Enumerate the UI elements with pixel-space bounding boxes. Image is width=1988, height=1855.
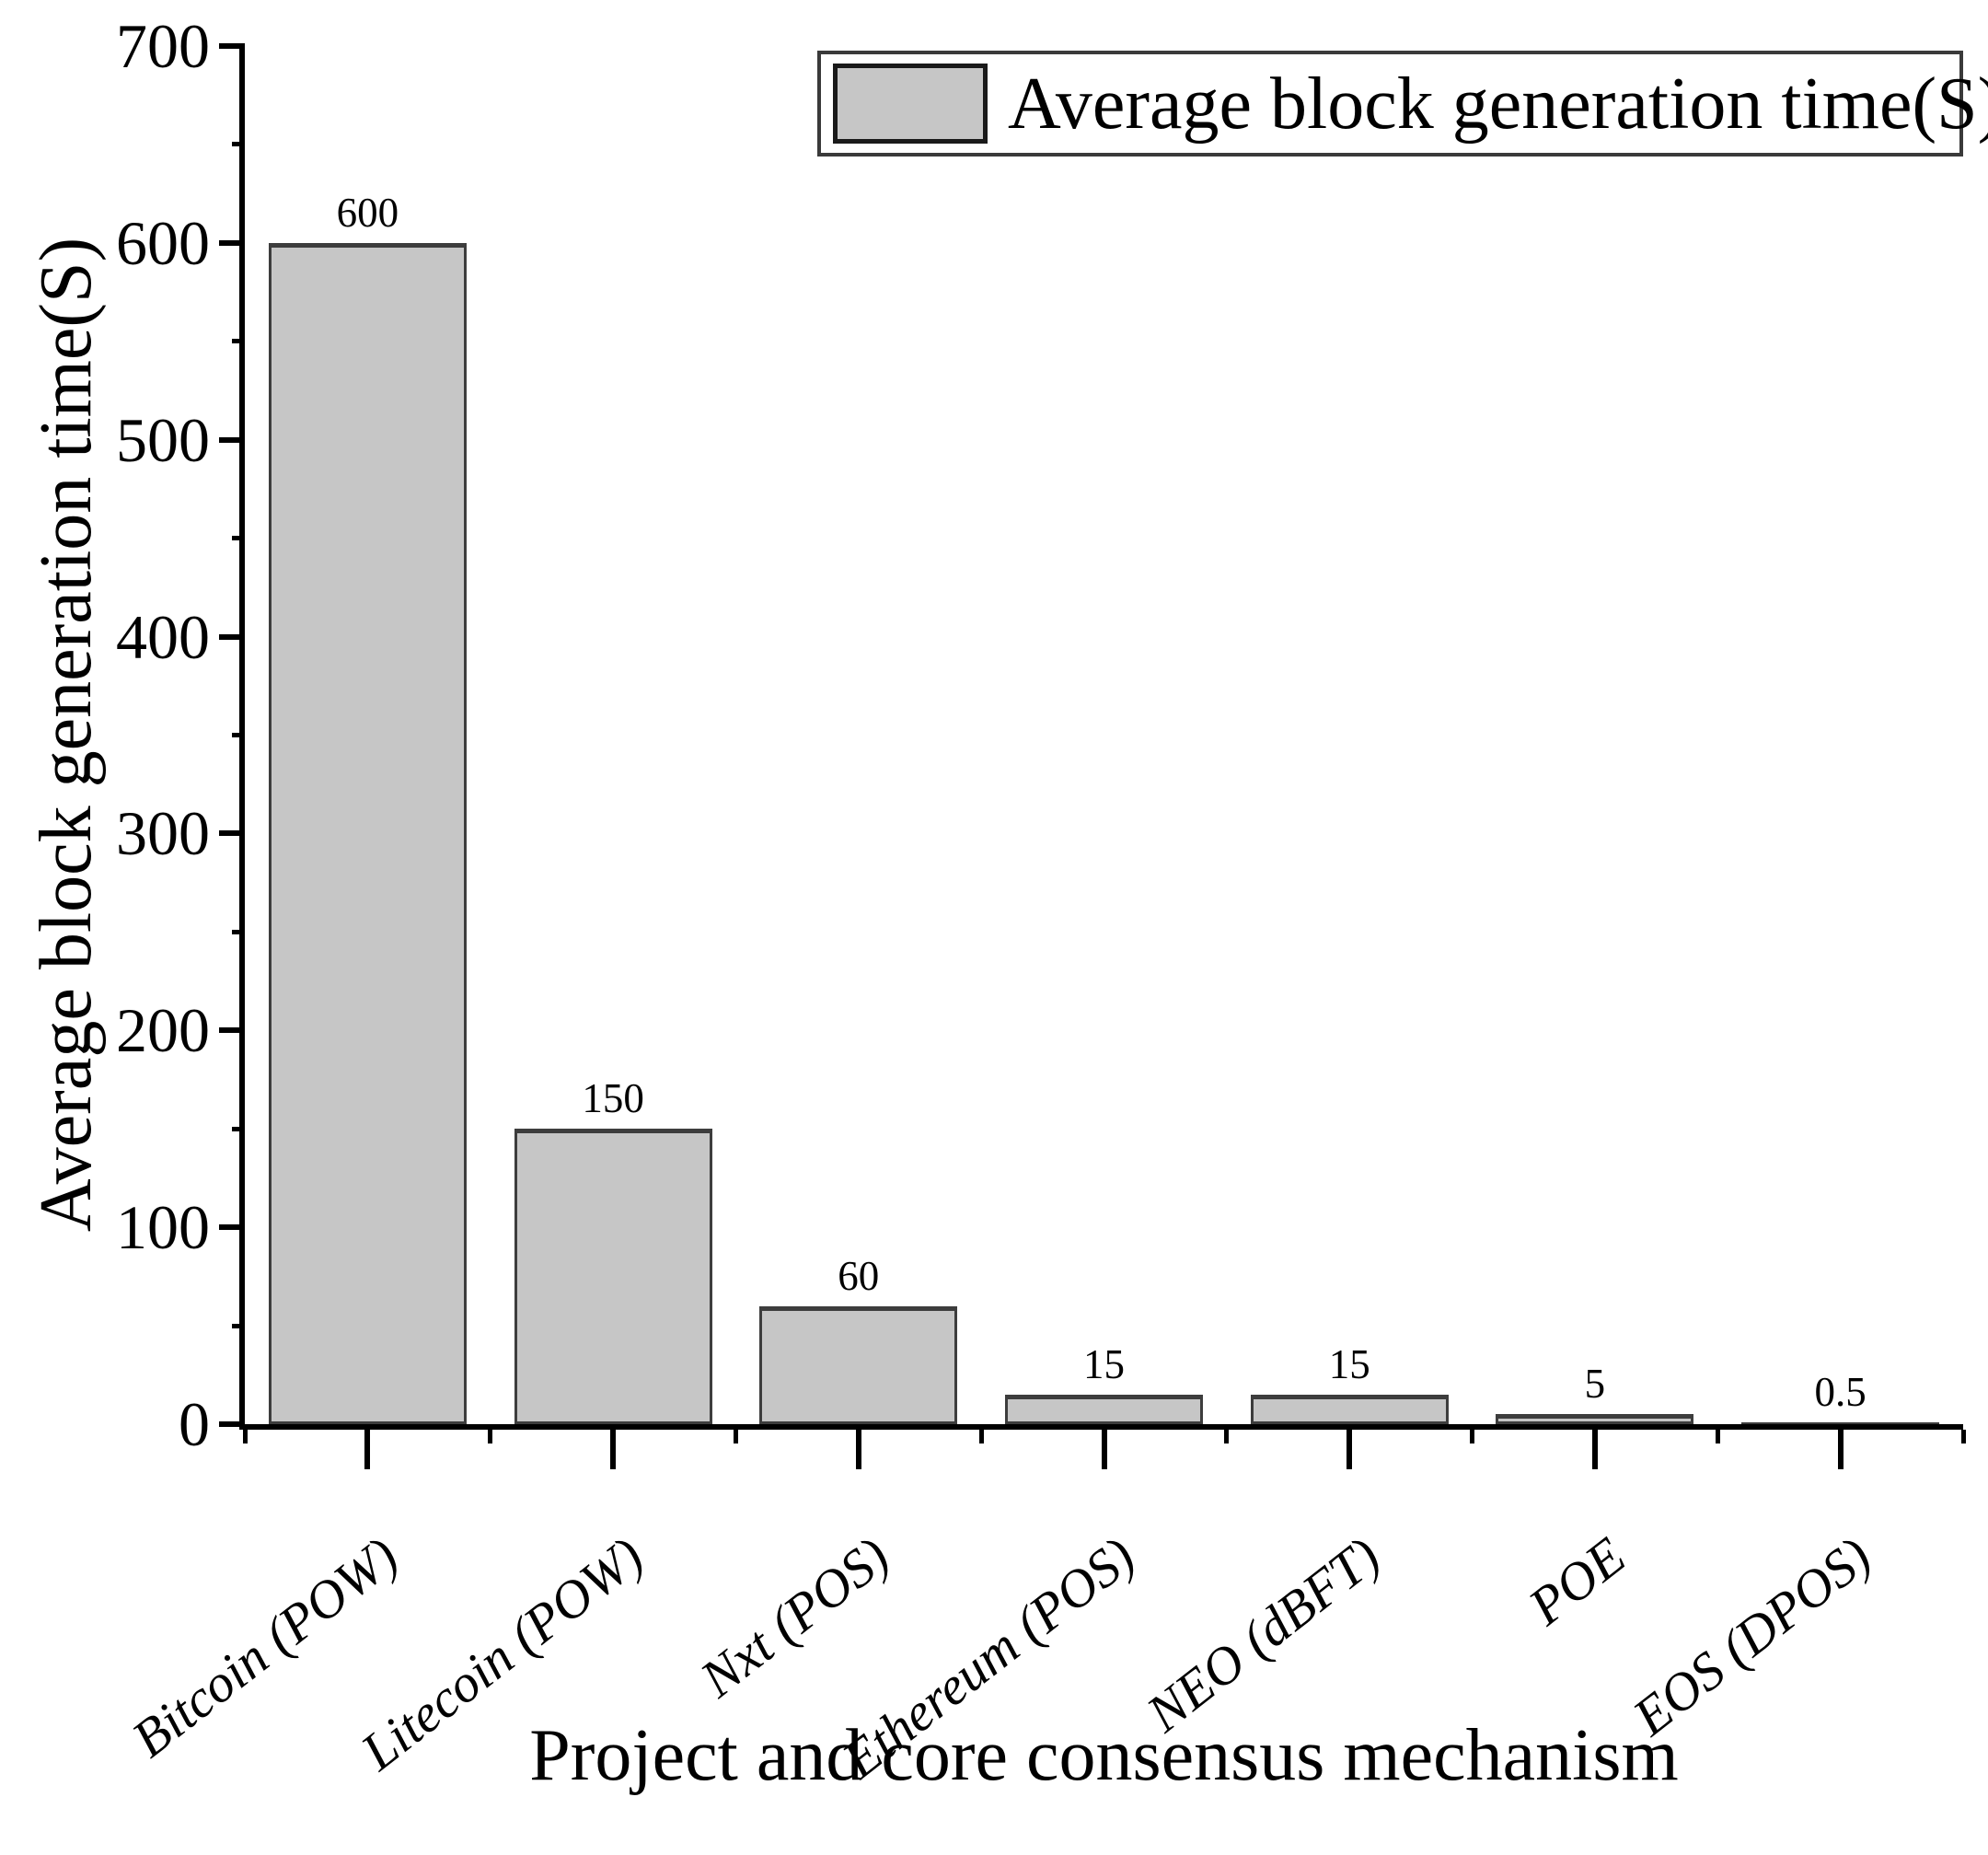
y-tick-label: 200 — [116, 995, 210, 1066]
bar-value-label: 0.5 — [1814, 1369, 1867, 1415]
y-minor-tick — [232, 536, 245, 541]
y-major-tick — [219, 1224, 245, 1231]
y-major-tick — [219, 1027, 245, 1034]
bar-value-label: 15 — [1083, 1341, 1125, 1387]
legend-color-swatch — [833, 64, 988, 144]
x-tick-label: NEO (dBFT) — [1135, 1525, 1392, 1744]
legend-series-label: Average block generation time(S) — [1008, 63, 1988, 145]
y-tick-label: 400 — [116, 601, 210, 672]
x-major-tick — [610, 1430, 617, 1469]
bar — [1005, 1395, 1203, 1424]
y-major-tick — [219, 1421, 245, 1427]
bar — [1250, 1395, 1449, 1424]
x-minor-tick — [242, 1430, 248, 1443]
y-minor-tick — [232, 733, 245, 737]
bar-value-label: 150 — [582, 1075, 644, 1121]
y-tick-label: 700 — [116, 11, 210, 81]
y-tick-label: 100 — [116, 1192, 210, 1263]
x-tick-label: Nxt (POS) — [688, 1525, 900, 1709]
x-major-tick — [1591, 1430, 1598, 1469]
x-minor-tick — [978, 1430, 984, 1443]
y-minor-tick — [232, 339, 245, 344]
legend: Average block generation time(S) — [817, 51, 1988, 157]
y-major-tick — [219, 436, 245, 443]
y-major-tick — [219, 633, 245, 640]
y-minor-tick — [232, 1323, 245, 1328]
x-minor-tick — [1224, 1430, 1230, 1443]
y-tick-label: 600 — [116, 207, 210, 278]
x-minor-tick — [1470, 1430, 1475, 1443]
bar — [514, 1129, 712, 1424]
bar — [1496, 1414, 1694, 1424]
bar-value-label: 15 — [1328, 1341, 1370, 1387]
x-minor-tick — [488, 1430, 493, 1443]
bar-value-label: 600 — [336, 190, 399, 236]
bar — [1741, 1422, 1940, 1424]
x-major-tick — [1347, 1430, 1353, 1469]
x-major-tick — [1101, 1430, 1107, 1469]
y-tick-label: 0 — [179, 1389, 210, 1459]
x-major-tick — [1837, 1430, 1844, 1469]
x-minor-tick — [1960, 1430, 1966, 1443]
x-axis-title: Project and core consensus mechanism — [529, 1715, 1679, 1796]
bar — [759, 1306, 958, 1424]
y-minor-tick — [232, 142, 245, 147]
y-axis-title: Average block generation time(S) — [26, 237, 107, 1233]
y-major-tick — [219, 43, 245, 49]
y-minor-tick — [232, 929, 245, 934]
y-tick-label: 300 — [116, 798, 210, 869]
bar-value-label: 60 — [838, 1253, 880, 1299]
y-major-tick — [219, 830, 245, 837]
x-major-tick — [855, 1430, 861, 1469]
bar-value-label: 5 — [1584, 1361, 1606, 1407]
x-minor-tick — [1715, 1430, 1720, 1443]
bar — [268, 243, 467, 1424]
y-major-tick — [219, 239, 245, 246]
y-minor-tick — [232, 1126, 245, 1131]
x-tick-label: POE — [1518, 1525, 1636, 1637]
plot-area: 600 150 60 15 15 5 0.5 — [239, 46, 1963, 1430]
x-major-tick — [364, 1430, 371, 1469]
x-minor-tick — [733, 1430, 738, 1443]
y-tick-label: 500 — [116, 404, 210, 475]
